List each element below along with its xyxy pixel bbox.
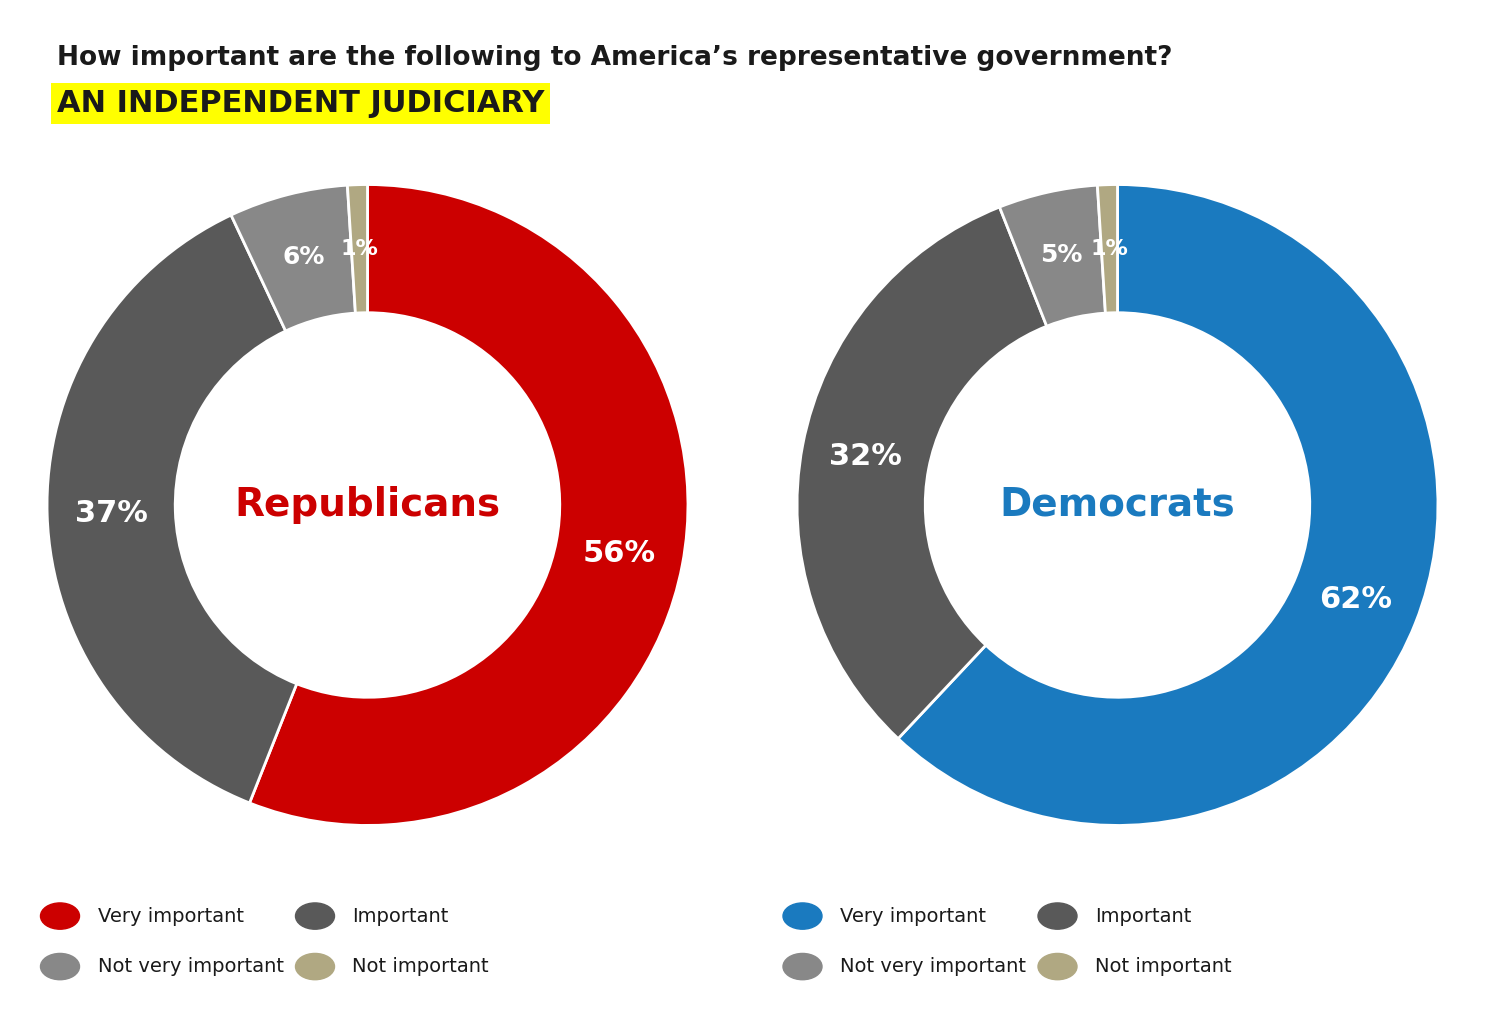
Text: 56%: 56%	[584, 538, 656, 568]
Text: 5%: 5%	[1041, 242, 1083, 267]
Circle shape	[296, 953, 334, 980]
Text: Not important: Not important	[1095, 957, 1232, 976]
Wedge shape	[348, 185, 368, 313]
Wedge shape	[231, 185, 356, 331]
Wedge shape	[249, 185, 688, 825]
Text: Republicans: Republicans	[234, 486, 501, 524]
Wedge shape	[1098, 185, 1118, 313]
Text: 32%: 32%	[830, 442, 902, 472]
Text: 6%: 6%	[282, 244, 326, 269]
Text: Important: Important	[352, 907, 448, 925]
Text: Important: Important	[1095, 907, 1191, 925]
Wedge shape	[898, 185, 1438, 825]
Circle shape	[1038, 903, 1077, 929]
Text: 1%: 1%	[1090, 238, 1128, 259]
Circle shape	[40, 953, 80, 980]
Wedge shape	[796, 207, 1047, 738]
Text: 37%: 37%	[75, 499, 147, 527]
Text: Not very important: Not very important	[98, 957, 284, 976]
Circle shape	[296, 903, 334, 929]
Circle shape	[40, 903, 80, 929]
Text: 62%: 62%	[1320, 585, 1392, 614]
Text: Democrats: Democrats	[999, 486, 1236, 524]
Text: 1%: 1%	[340, 238, 378, 259]
Circle shape	[1038, 953, 1077, 980]
Text: Not very important: Not very important	[840, 957, 1026, 976]
Wedge shape	[46, 215, 297, 803]
Wedge shape	[999, 185, 1106, 326]
Text: Not important: Not important	[352, 957, 489, 976]
Text: How important are the following to America’s representative government?: How important are the following to Ameri…	[57, 45, 1173, 72]
Circle shape	[783, 953, 822, 980]
Text: Very important: Very important	[98, 907, 243, 925]
Text: AN INDEPENDENT JUDICIARY: AN INDEPENDENT JUDICIARY	[57, 89, 544, 118]
Circle shape	[783, 903, 822, 929]
Text: Very important: Very important	[840, 907, 986, 925]
